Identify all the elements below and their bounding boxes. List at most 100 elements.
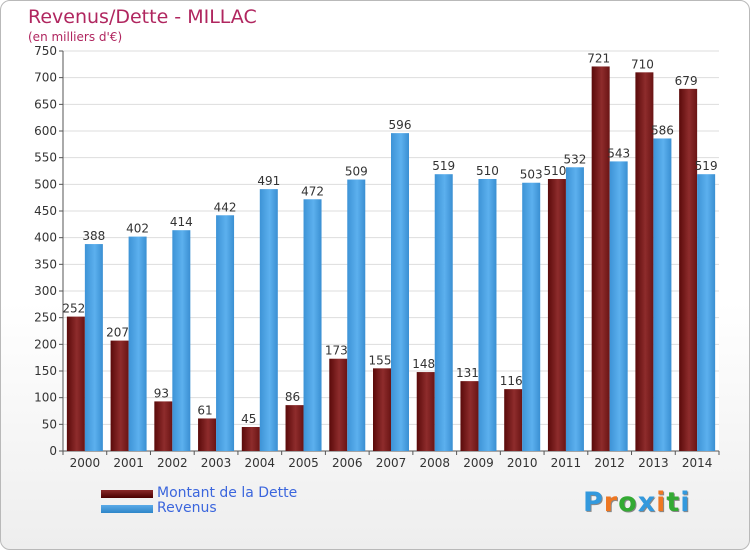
debt-value-label: 86 (285, 390, 300, 404)
revenus-bar (347, 179, 366, 452)
debt-value-label: 148 (412, 357, 435, 371)
revenus-bar (216, 215, 235, 451)
x-tick-label: 2008 (419, 456, 450, 470)
debt-bar (635, 72, 654, 451)
legend-label-debt: Montant de la Dette (157, 485, 298, 501)
chart-title: Revenus/Dette - MILLAC (28, 6, 257, 28)
debt-value-label: 155 (369, 353, 392, 367)
x-tick-label: 2011 (551, 456, 582, 470)
debt-bar (679, 88, 698, 451)
debt-bar (591, 66, 610, 451)
debt-value-label: 61 (197, 403, 212, 417)
y-tick-label: 300 (34, 284, 57, 298)
debt-value-label: 252 (62, 302, 85, 316)
x-tick-label: 2009 (463, 456, 494, 470)
x-tick-label: 2001 (113, 456, 144, 470)
revenus-value-label: 596 (389, 118, 412, 132)
debt-value-label: 131 (456, 366, 479, 380)
revenus-bar (434, 174, 453, 451)
revenus-value-label: 491 (257, 174, 280, 188)
revenus-value-label: 519 (432, 159, 455, 173)
logo-letter: r (603, 487, 619, 518)
y-tick-label: 350 (34, 257, 57, 271)
revenus-bar (653, 138, 672, 451)
logo-letter: i (680, 487, 691, 518)
x-tick-label: 2014 (682, 456, 713, 470)
revenus-bar (84, 244, 103, 451)
y-tick-label: 600 (34, 124, 57, 138)
revenus-bar (391, 133, 409, 451)
revenus-bar (303, 199, 322, 451)
revenus-bar (522, 182, 541, 451)
x-tick-label: 2004 (245, 456, 276, 470)
x-tick-label: 2012 (594, 456, 625, 470)
logo-letter: o (618, 487, 638, 518)
debt-bar (460, 381, 479, 451)
debt-value-label: 207 (106, 326, 129, 340)
legend-swatch-debt (101, 490, 153, 498)
x-tick-label: 2005 (288, 456, 319, 470)
revenus-bar (172, 230, 191, 451)
debt-bar (373, 368, 391, 451)
x-tick-label: 2010 (507, 456, 538, 470)
revenus-bar (128, 236, 147, 451)
debt-value-label: 710 (631, 57, 654, 71)
logo-letter: P (583, 487, 604, 518)
revenus-bar (609, 161, 628, 451)
debt-value-label: 721 (587, 51, 610, 65)
revenus-bar (697, 174, 716, 451)
revenus-value-label: 503 (520, 168, 543, 182)
x-tick-label: 2013 (638, 456, 669, 470)
proxiti-logo: Proxiti (583, 487, 691, 518)
legend-label-revenus: Revenus (157, 500, 217, 516)
debt-bar (416, 372, 435, 451)
debt-bar (66, 316, 85, 451)
debt-value-label: 510 (543, 164, 566, 178)
y-tick-label: 200 (34, 337, 57, 351)
y-tick-label: 700 (34, 71, 57, 85)
debt-value-label: 45 (241, 412, 256, 426)
y-tick-label: 450 (34, 204, 57, 218)
x-tick-label: 2007 (376, 456, 407, 470)
y-tick-label: 750 (34, 44, 57, 58)
legend-swatch-revenus (101, 505, 153, 513)
debt-bar (285, 405, 304, 451)
y-tick-label: 150 (34, 364, 57, 378)
y-tick-label: 650 (34, 97, 57, 111)
debt-value-label: 93 (154, 386, 169, 400)
debt-value-label: 679 (675, 74, 698, 88)
revenus-bar (259, 189, 278, 451)
y-tick-label: 250 (34, 311, 57, 325)
logo-letter: x (637, 487, 657, 518)
debt-bar (110, 340, 129, 451)
revenus-value-label: 543 (607, 146, 630, 160)
y-tick-label: 100 (34, 391, 57, 405)
y-tick-label: 500 (34, 177, 57, 191)
debt-bar (241, 427, 260, 451)
y-tick-label: 50 (42, 417, 57, 431)
y-tick-label: 0 (49, 444, 57, 458)
y-tick-label: 550 (34, 151, 57, 165)
revenus-value-label: 509 (345, 165, 368, 179)
debt-bar (547, 179, 566, 451)
revenus-value-label: 402 (126, 222, 149, 236)
revenus-value-label: 472 (301, 184, 324, 198)
x-tick-label: 2003 (201, 456, 232, 470)
revenus-value-label: 510 (476, 164, 499, 178)
chart-subtitle: (en milliers d'€) (28, 30, 123, 44)
x-tick-label: 2002 (157, 456, 188, 470)
x-tick-label: 2006 (332, 456, 363, 470)
y-tick-label: 400 (34, 231, 57, 245)
debt-value-label: 173 (325, 344, 348, 358)
revenus-value-label: 532 (563, 152, 586, 166)
revenus-bar (565, 167, 584, 451)
debt-bar (198, 418, 217, 451)
revenus-bar (478, 179, 497, 451)
debt-bar (504, 389, 523, 451)
revenus-value-label: 586 (651, 123, 674, 137)
revenus-value-label: 388 (82, 229, 105, 243)
debt-bar (154, 401, 173, 451)
revenus-value-label: 442 (214, 200, 237, 214)
revenus-value-label: 519 (695, 159, 718, 173)
